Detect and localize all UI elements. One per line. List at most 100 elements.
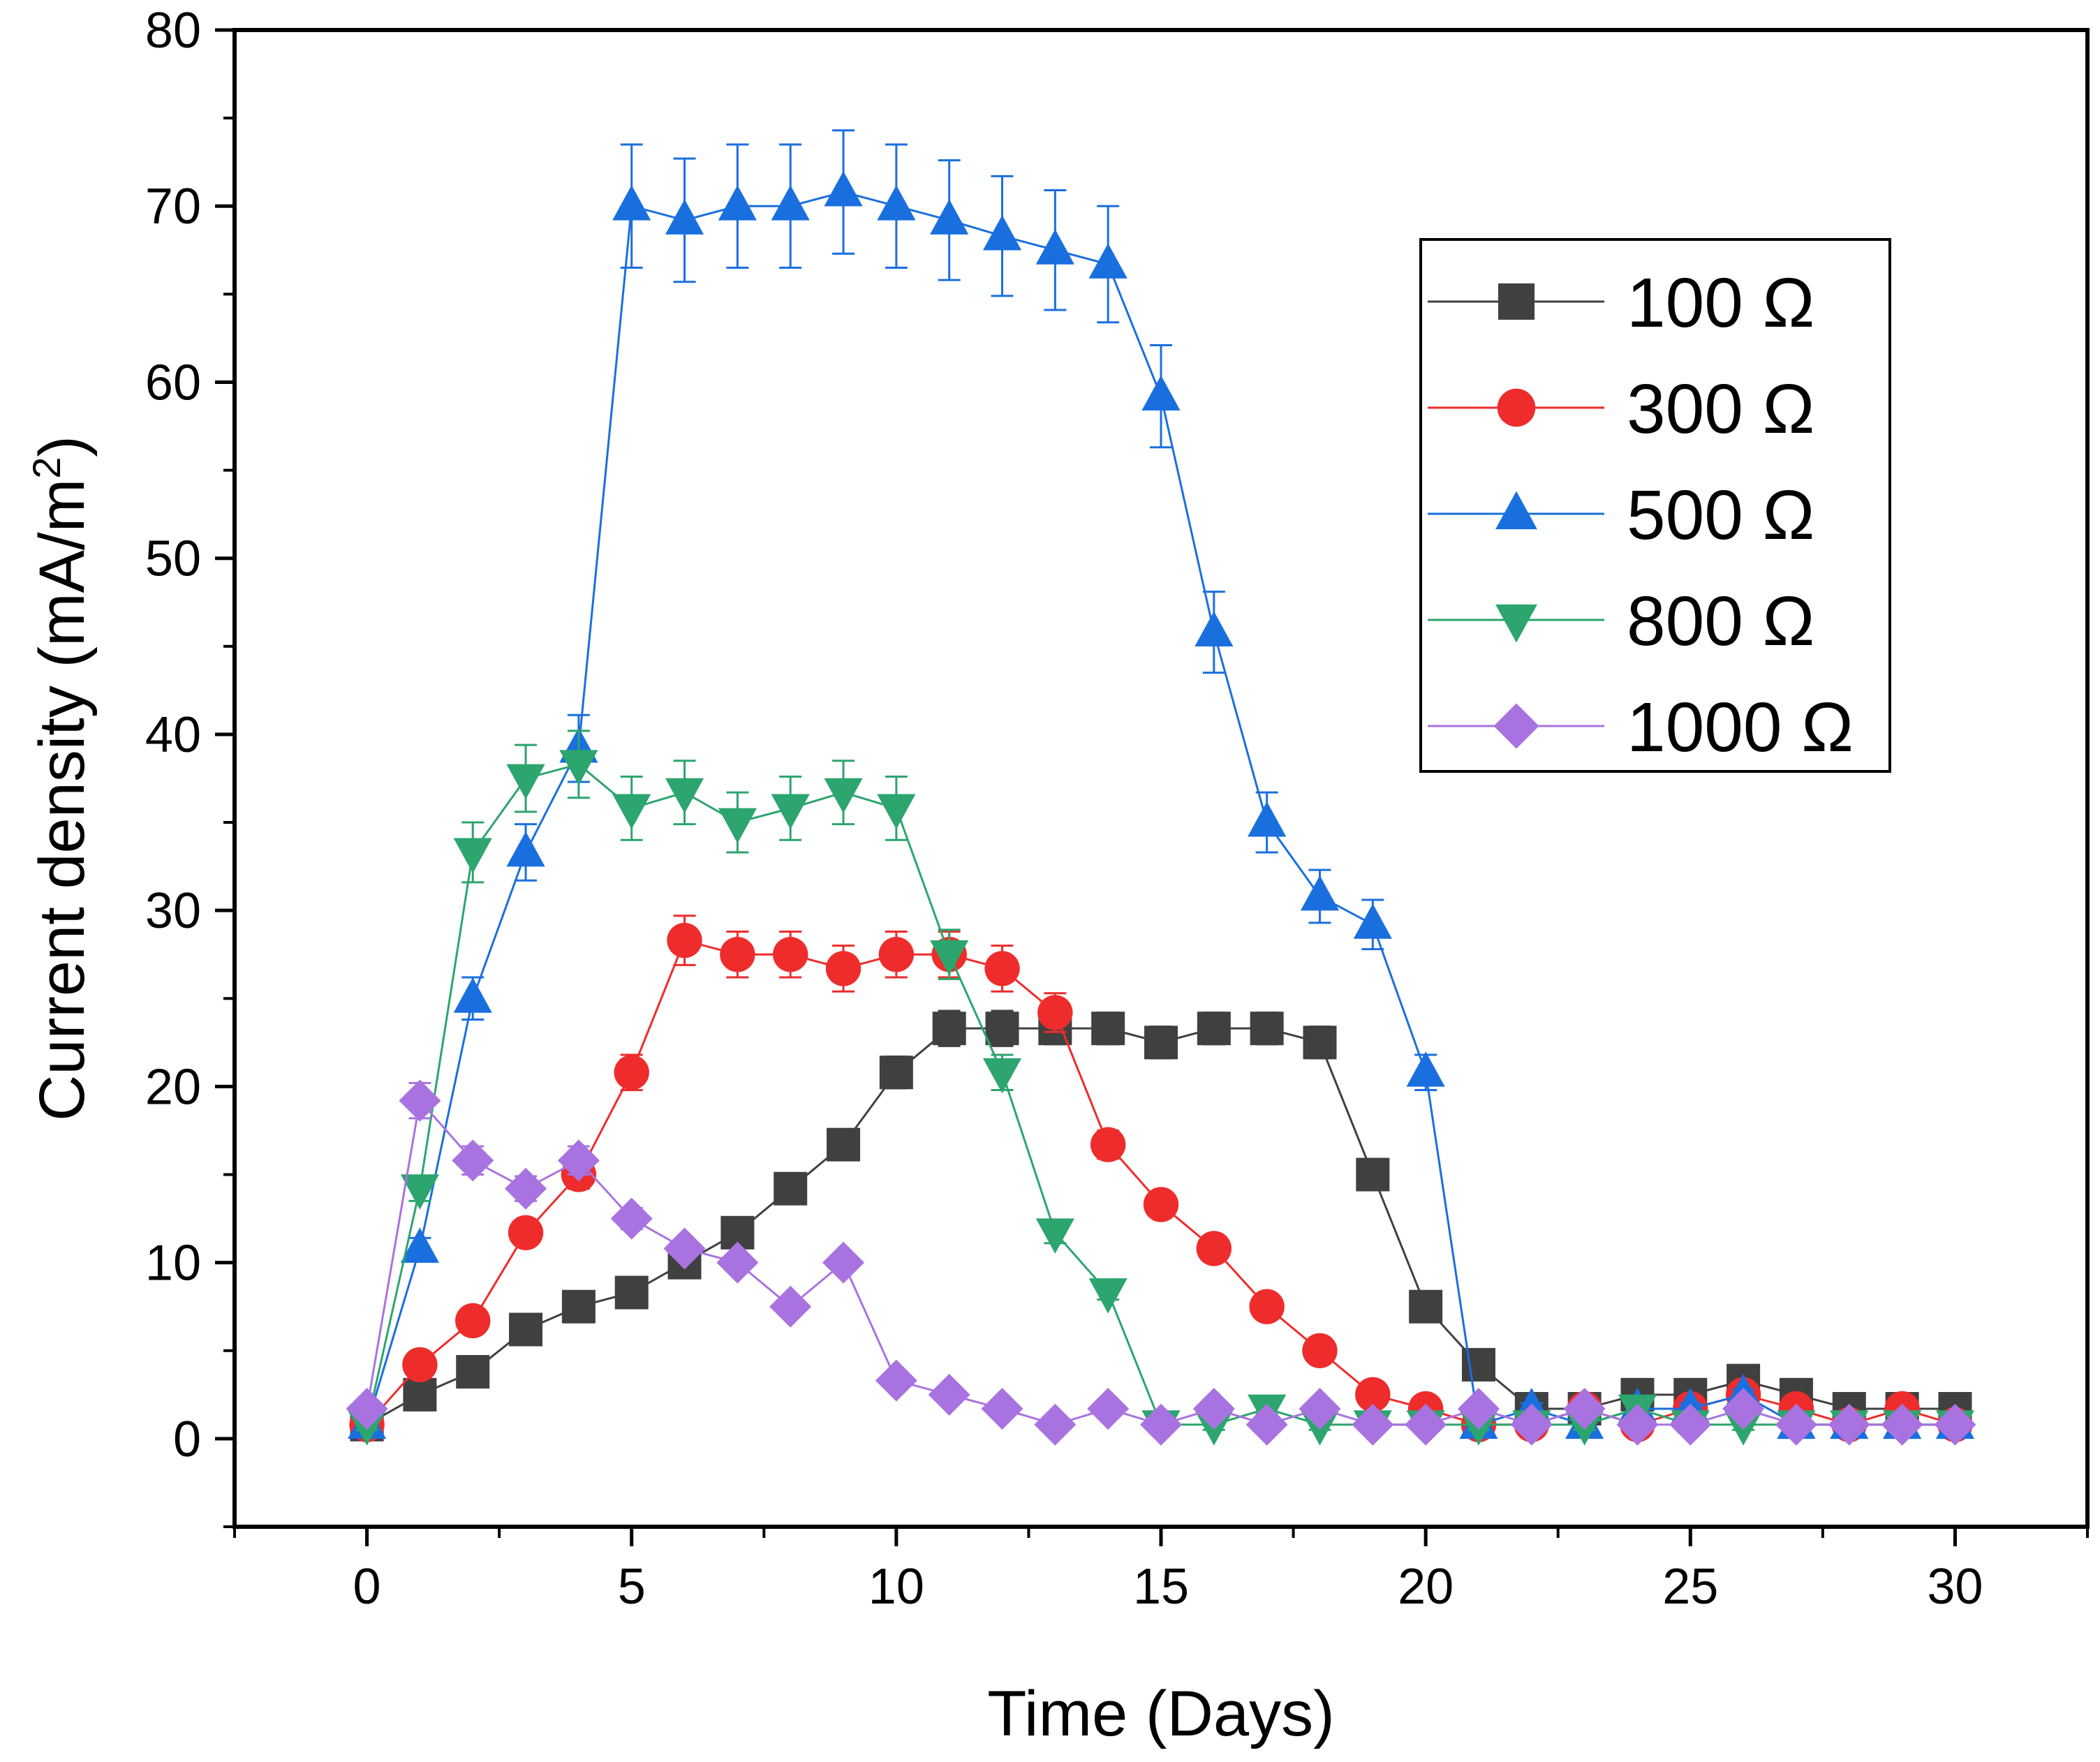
- data-point: [769, 1285, 812, 1328]
- y-tick-label: 70: [145, 179, 201, 235]
- x-tick-label: 15: [1133, 1559, 1189, 1615]
- data-point: [875, 1359, 917, 1402]
- data-point: [1035, 1218, 1074, 1254]
- data-point: [878, 937, 915, 972]
- data-point: [879, 1056, 913, 1090]
- data-point: [403, 1377, 437, 1412]
- series-4: [346, 1079, 1976, 1446]
- legend-item-4: 1000 Ω: [1428, 688, 1854, 767]
- data-point: [930, 940, 969, 976]
- data-point: [1510, 1403, 1553, 1446]
- data-point: [1250, 1012, 1284, 1046]
- data-point: [928, 1373, 970, 1416]
- data-point: [402, 1347, 438, 1383]
- legend-marker: [1495, 604, 1537, 643]
- x-tick-label: 0: [353, 1559, 381, 1615]
- data-point: [1143, 1187, 1179, 1222]
- data-point: [663, 1227, 706, 1270]
- data-point: [1087, 1388, 1130, 1430]
- data-point: [720, 937, 755, 972]
- data-point: [400, 1227, 439, 1263]
- data-point: [1037, 995, 1073, 1030]
- data-point: [773, 937, 808, 972]
- data-point: [557, 1139, 600, 1182]
- data-point: [559, 750, 598, 785]
- data-point: [1141, 375, 1181, 411]
- data-point: [1091, 1012, 1125, 1046]
- y-tick-label: 80: [145, 3, 201, 59]
- data-point: [1192, 1388, 1235, 1430]
- legend-item-0: 100 Ω: [1428, 264, 1814, 342]
- data-point: [1616, 1403, 1659, 1446]
- y-axis-title: Current density (mA/m2): [24, 436, 98, 1121]
- legend-item-1: 300 Ω: [1428, 370, 1814, 448]
- data-point: [982, 215, 1022, 251]
- data-point: [346, 1388, 388, 1430]
- data-point: [614, 1055, 649, 1090]
- data-point: [456, 1355, 490, 1389]
- data-point: [453, 977, 492, 1013]
- data-point: [1409, 1289, 1443, 1324]
- data-point: [982, 1058, 1022, 1094]
- data-point: [665, 199, 704, 235]
- legend-label: 300 Ω: [1627, 370, 1814, 448]
- data-point: [506, 764, 545, 799]
- data-point: [505, 1167, 547, 1210]
- data-point: [614, 1275, 649, 1310]
- data-point: [718, 185, 757, 221]
- data-point: [877, 185, 916, 221]
- legend-marker: [1493, 703, 1539, 749]
- data-point: [1195, 611, 1234, 647]
- data-point: [1722, 1388, 1765, 1430]
- y-tick-label: 0: [173, 1412, 201, 1467]
- series-line: [366, 763, 1955, 1426]
- series-1: [349, 915, 1973, 1442]
- data-point: [718, 808, 757, 844]
- data-point: [509, 1312, 543, 1347]
- data-point: [774, 1171, 808, 1206]
- data-point: [985, 1012, 1019, 1046]
- data-point: [1303, 1026, 1337, 1060]
- series-line: [366, 1027, 1955, 1426]
- x-tick-label: 5: [618, 1559, 646, 1615]
- series-line: [366, 1098, 1955, 1426]
- data-point: [1090, 1127, 1126, 1162]
- y-tick-label: 60: [145, 355, 201, 410]
- data-point: [612, 794, 651, 829]
- data-point: [667, 922, 702, 958]
- data-point: [825, 951, 862, 986]
- data-point: [827, 1127, 861, 1162]
- y-tick-label: 50: [145, 531, 201, 587]
- axes-layer: 0 5 10 15 20 25 30 0 10 20 30 40 50 60 70 80: [145, 3, 2089, 1615]
- y-axis-title-main: Current density (mA/m: [27, 479, 98, 1121]
- data-point: [877, 794, 916, 829]
- data-point: [1300, 875, 1340, 911]
- series-layer: [346, 129, 1976, 1446]
- data-point: [1563, 1388, 1606, 1430]
- data-point: [981, 1388, 1023, 1430]
- data-point: [400, 1174, 439, 1210]
- data-point: [1457, 1388, 1500, 1430]
- x-axis-title: Time (Days): [987, 1678, 1334, 1749]
- data-point: [1196, 1231, 1232, 1266]
- data-point: [1405, 1403, 1447, 1446]
- data-point: [716, 1241, 759, 1284]
- x-tick-label: 10: [868, 1559, 924, 1615]
- data-point: [1356, 1157, 1390, 1192]
- data-point: [453, 838, 492, 873]
- legend-marker: [1497, 388, 1536, 427]
- data-point: [1355, 1377, 1391, 1413]
- data-point: [399, 1079, 441, 1122]
- x-tick-label: 25: [1662, 1559, 1718, 1615]
- data-point: [771, 185, 810, 221]
- legend-label: 100 Ω: [1627, 264, 1814, 342]
- data-point: [610, 1197, 653, 1240]
- data-point: [1140, 1403, 1182, 1446]
- series-3: [347, 730, 1975, 1446]
- data-point: [1299, 1388, 1341, 1430]
- data-point: [452, 1139, 494, 1182]
- legend-item-3: 800 Ω: [1428, 582, 1814, 660]
- data-point: [1406, 1051, 1445, 1087]
- y-tick-label: 30: [145, 883, 201, 939]
- data-point: [1828, 1403, 1870, 1446]
